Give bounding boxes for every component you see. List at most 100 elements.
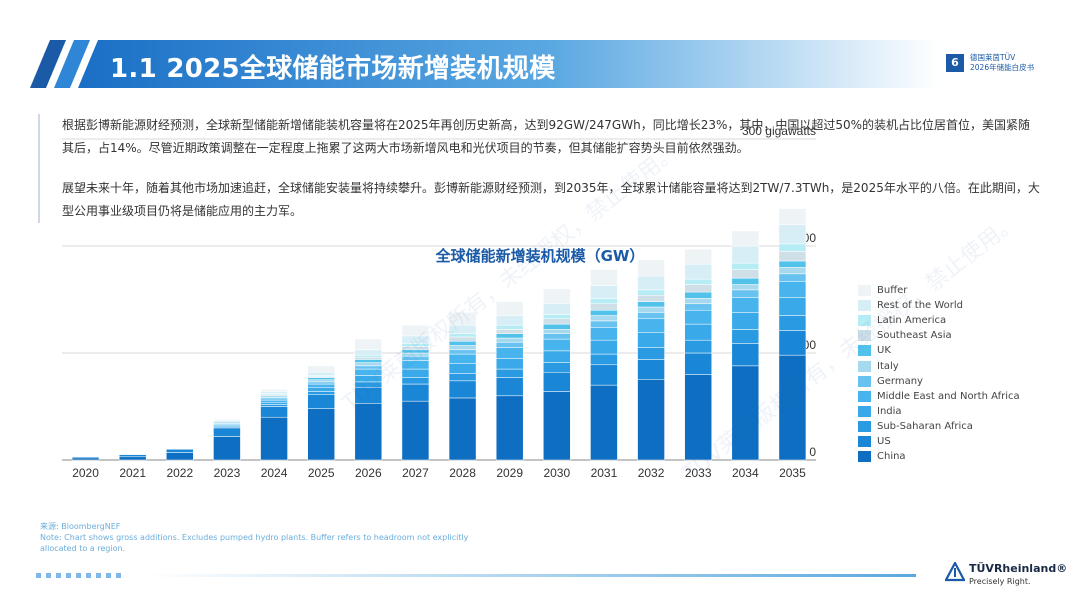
document-info: 德国莱茵TÜV 2026年储能白皮书 xyxy=(970,53,1034,73)
x-tick-label: 2020 xyxy=(72,466,99,480)
legend-swatch xyxy=(858,451,871,463)
legend-swatch xyxy=(858,345,871,357)
bar-segment xyxy=(495,347,524,359)
bar-segment xyxy=(495,315,524,326)
bar-segment xyxy=(401,352,430,357)
bar-segment xyxy=(778,273,807,282)
x-tick-label: 2022 xyxy=(166,466,193,480)
bar-segment xyxy=(401,343,430,347)
bar-segment xyxy=(590,364,618,386)
x-tick-label: 2034 xyxy=(732,466,759,480)
bar-segment xyxy=(731,245,760,264)
bar-segment xyxy=(354,365,383,370)
bar-segment xyxy=(684,374,712,461)
x-tick-label: 2031 xyxy=(591,466,618,480)
legend-item: India xyxy=(858,404,1020,419)
bar-segment xyxy=(354,338,383,351)
bar-segment xyxy=(354,386,383,404)
bar-segment xyxy=(684,263,712,280)
section-title: 2025全球储能市场新增装机规模 xyxy=(166,54,556,84)
legend-label: Rest of the World xyxy=(877,300,964,312)
bar-segment xyxy=(637,332,665,348)
bar-segment xyxy=(778,354,807,461)
bar-segment xyxy=(543,303,571,315)
x-tick-label: 2032 xyxy=(638,466,665,480)
bar-segment xyxy=(495,337,524,343)
bar-segment xyxy=(543,329,571,334)
bar-segment xyxy=(684,323,712,341)
bar-segment xyxy=(590,320,618,328)
bar-segment xyxy=(307,379,335,383)
bar-segment xyxy=(448,373,477,382)
bar-segment xyxy=(307,377,335,380)
bar-segment xyxy=(118,456,147,461)
y-unit-label: 300 gigawatts xyxy=(742,124,816,138)
chart-title: 全球储能新增装机规模（GW） xyxy=(435,247,645,265)
x-tick-label: 2021 xyxy=(119,466,146,480)
bar-segment xyxy=(543,288,571,305)
bar-segment xyxy=(731,262,760,270)
bar-segment xyxy=(401,360,430,370)
bar-segment xyxy=(307,391,335,395)
bar-segment xyxy=(731,365,760,461)
title-bar: 1.1 2025全球储能市场新增装机规模 xyxy=(30,40,940,88)
bar-segment xyxy=(166,452,194,461)
legend-label: US xyxy=(877,435,891,447)
legend-swatch xyxy=(858,360,871,372)
bar-segment xyxy=(354,362,383,367)
bar-segment xyxy=(307,394,335,409)
bar-segment xyxy=(543,391,571,461)
legend-swatch xyxy=(858,285,871,297)
bar-segment xyxy=(684,248,712,265)
bar-segment xyxy=(260,416,288,461)
bar-segment xyxy=(590,353,618,366)
bar-segment xyxy=(778,260,807,268)
bar-segment xyxy=(307,372,335,376)
legend-swatch xyxy=(858,315,871,327)
bar-segment xyxy=(448,380,477,399)
legend-label: Southeast Asia xyxy=(877,330,952,342)
x-tick-label: 2026 xyxy=(355,466,382,480)
y-tick-label: 0 xyxy=(809,445,816,459)
bar-segment xyxy=(731,343,760,367)
bar-segment xyxy=(307,365,335,373)
bar-segment xyxy=(448,349,477,355)
bar-segment xyxy=(731,329,760,344)
bar-segment xyxy=(684,352,712,375)
footer-dots xyxy=(36,573,121,578)
bar-segment xyxy=(778,330,807,356)
bar-segment xyxy=(731,297,760,313)
bar-segment xyxy=(543,314,571,320)
bar-segment xyxy=(543,333,571,340)
legend-item: Rest of the World xyxy=(858,298,1020,313)
legend-swatch xyxy=(858,405,871,417)
bar-segment xyxy=(495,301,524,316)
bar-segment xyxy=(637,259,665,277)
title-bar-background xyxy=(30,40,940,88)
bar-segment xyxy=(213,427,241,437)
bar-segment xyxy=(778,251,807,262)
bar-segment xyxy=(731,277,760,285)
bar-segment xyxy=(401,377,430,385)
x-tick-label: 2024 xyxy=(261,466,288,480)
legend-label: Latin America xyxy=(877,315,947,327)
legend-item: Sub-Saharan Africa xyxy=(858,419,1020,434)
logo-tagline: Precisely Right. xyxy=(969,577,1031,586)
legend-item: US xyxy=(858,434,1020,449)
legend-label: Buffer xyxy=(877,285,908,297)
legend-label: UK xyxy=(877,345,891,357)
bar-segment xyxy=(448,363,477,374)
footer-line xyxy=(146,574,916,577)
bar-segment xyxy=(637,306,665,313)
bar-segment xyxy=(637,379,665,461)
title-gradient-band xyxy=(78,40,940,88)
legend-swatch xyxy=(858,375,871,387)
x-tick-label: 2033 xyxy=(685,466,712,480)
bar-segment xyxy=(590,327,618,341)
bar-segment xyxy=(354,368,383,376)
x-tick-label: 2029 xyxy=(496,466,523,480)
legend-label: Italy xyxy=(877,360,899,372)
bar-segment xyxy=(401,335,430,344)
legend-swatch xyxy=(858,390,871,402)
bar-segment xyxy=(637,301,665,308)
